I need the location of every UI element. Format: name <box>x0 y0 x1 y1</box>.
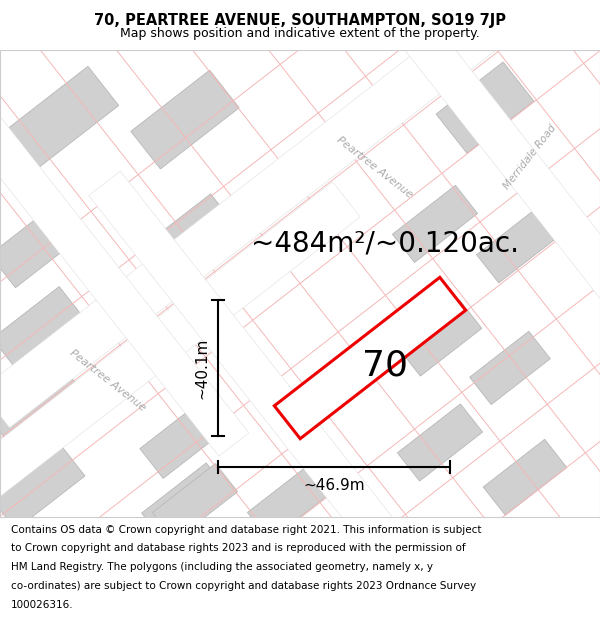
Polygon shape <box>381 0 600 333</box>
Polygon shape <box>1 66 119 173</box>
Polygon shape <box>89 171 551 625</box>
Polygon shape <box>476 204 563 283</box>
Polygon shape <box>274 278 466 439</box>
Text: to Crown copyright and database rights 2023 and is reproduced with the permissio: to Crown copyright and database rights 2… <box>11 544 466 554</box>
Text: 70: 70 <box>362 349 408 383</box>
Text: co-ordinates) are subject to Crown copyright and database rights 2023 Ordnance S: co-ordinates) are subject to Crown copyr… <box>11 581 476 591</box>
Text: Peartree Avenue: Peartree Avenue <box>68 348 148 413</box>
Polygon shape <box>470 331 550 404</box>
Polygon shape <box>0 41 249 456</box>
Polygon shape <box>140 397 230 478</box>
Polygon shape <box>0 182 360 584</box>
Text: Merridale Road: Merridale Road <box>502 123 558 191</box>
Text: HM Land Registry. The polygons (including the associated geometry, namely x, y: HM Land Registry. The polygons (includin… <box>11 562 433 572</box>
Polygon shape <box>152 464 238 541</box>
Text: ~484m²/~0.120ac.: ~484m²/~0.120ac. <box>251 230 519 258</box>
Polygon shape <box>149 280 235 357</box>
Polygon shape <box>483 439 567 515</box>
Polygon shape <box>0 444 85 530</box>
Text: Contains OS data © Crown copyright and database right 2021. This information is : Contains OS data © Crown copyright and d… <box>11 524 481 534</box>
Polygon shape <box>131 70 239 169</box>
Polygon shape <box>0 0 600 428</box>
Polygon shape <box>397 404 482 481</box>
Text: Peartree Avenue: Peartree Avenue <box>335 134 415 200</box>
Polygon shape <box>247 464 332 541</box>
Polygon shape <box>146 194 234 274</box>
Polygon shape <box>392 186 478 262</box>
Text: 100026316.: 100026316. <box>11 600 73 610</box>
Text: ~40.1m: ~40.1m <box>194 338 209 399</box>
Text: Map shows position and indicative extent of the property.: Map shows position and indicative extent… <box>120 27 480 40</box>
Polygon shape <box>436 62 534 153</box>
Polygon shape <box>0 364 86 452</box>
Polygon shape <box>0 200 86 288</box>
Polygon shape <box>142 463 229 541</box>
Polygon shape <box>398 300 482 376</box>
Text: ~46.9m: ~46.9m <box>303 478 365 492</box>
Polygon shape <box>0 286 84 370</box>
Text: 70, PEARTREE AVENUE, SOUTHAMPTON, SO19 7JP: 70, PEARTREE AVENUE, SOUTHAMPTON, SO19 7… <box>94 12 506 28</box>
